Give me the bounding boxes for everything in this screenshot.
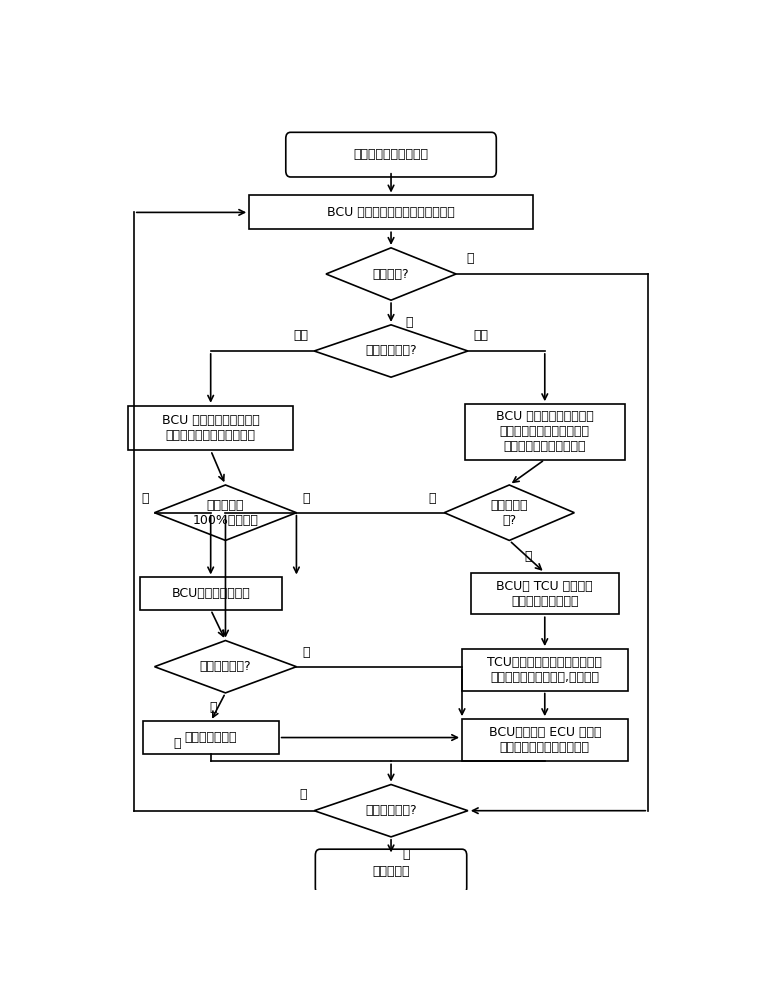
Text: 否: 否 bbox=[209, 701, 217, 714]
Text: BCU激发发动机排气: BCU激发发动机排气 bbox=[172, 587, 250, 600]
Bar bbox=[143, 721, 278, 754]
FancyBboxPatch shape bbox=[286, 132, 496, 177]
Bar bbox=[471, 573, 619, 614]
Text: 变快: 变快 bbox=[293, 329, 308, 342]
Text: 退出此功能: 退出此功能 bbox=[372, 865, 410, 878]
Text: 达到设定车速?: 达到设定车速? bbox=[200, 660, 251, 673]
Text: 变快还是变慢?: 变快还是变慢? bbox=[365, 344, 417, 358]
Text: 是否需要换
挡?: 是否需要换 挡? bbox=[491, 499, 528, 527]
Text: 否: 否 bbox=[300, 788, 307, 801]
Polygon shape bbox=[326, 248, 456, 300]
Text: 变慢: 变慢 bbox=[474, 329, 489, 342]
Text: 否: 否 bbox=[141, 492, 149, 505]
Bar bbox=[249, 195, 533, 229]
Text: 是: 是 bbox=[302, 492, 310, 505]
Polygon shape bbox=[154, 485, 296, 540]
Polygon shape bbox=[444, 485, 575, 540]
Text: BCU 根据当前车速及设定
车速，计算是否需要换挡，
以及需要发动机达到的转: BCU 根据当前车速及设定 车速，计算是否需要换挡， 以及需要发动机达到的转 bbox=[496, 410, 594, 453]
Text: 是: 是 bbox=[406, 316, 414, 329]
Text: 激发蜂鸣器报警: 激发蜂鸣器报警 bbox=[185, 731, 237, 744]
Text: 是: 是 bbox=[524, 550, 532, 563]
Polygon shape bbox=[314, 785, 468, 837]
Text: 是: 是 bbox=[302, 646, 310, 659]
Text: 否: 否 bbox=[174, 737, 181, 750]
FancyBboxPatch shape bbox=[315, 849, 467, 894]
Text: 否: 否 bbox=[467, 252, 475, 265]
Bar bbox=[462, 649, 628, 691]
Text: 车辆开启定速巡航功能: 车辆开启定速巡航功能 bbox=[353, 148, 429, 161]
Text: 否: 否 bbox=[428, 492, 436, 505]
Text: TCU控制离合器助力缸、选换挡
电磁阀等执行机构动作,切换到目: TCU控制离合器助力缸、选换挡 电磁阀等执行机构动作,切换到目 bbox=[488, 656, 602, 684]
Bar bbox=[465, 404, 625, 460]
Bar bbox=[128, 406, 294, 450]
Bar bbox=[462, 719, 628, 761]
Text: BCU 记录设定车速值，并监控车速: BCU 记录设定车速值，并监控车速 bbox=[327, 206, 455, 219]
Text: 车速变化?: 车速变化? bbox=[372, 267, 410, 280]
Text: BCU给发动机 ECU 发送控
制命令，使其提速至所需转: BCU给发动机 ECU 发送控 制命令，使其提速至所需转 bbox=[488, 726, 601, 754]
Bar bbox=[140, 577, 282, 610]
Text: 制动能力达
100%车速达设: 制动能力达 100%车速达设 bbox=[192, 499, 259, 527]
Polygon shape bbox=[154, 641, 296, 693]
Polygon shape bbox=[314, 325, 468, 377]
Text: BCU 控制液力缓速器起作
用，并控制发动机减低扭矩: BCU 控制液力缓速器起作 用，并控制发动机减低扭矩 bbox=[162, 414, 259, 442]
Text: 是: 是 bbox=[403, 848, 410, 861]
Text: 该功能被取消?: 该功能被取消? bbox=[365, 804, 417, 817]
Text: BCU给 TCU 发送换挡
命令，以切换挡位。: BCU给 TCU 发送换挡 命令，以切换挡位。 bbox=[497, 580, 593, 608]
